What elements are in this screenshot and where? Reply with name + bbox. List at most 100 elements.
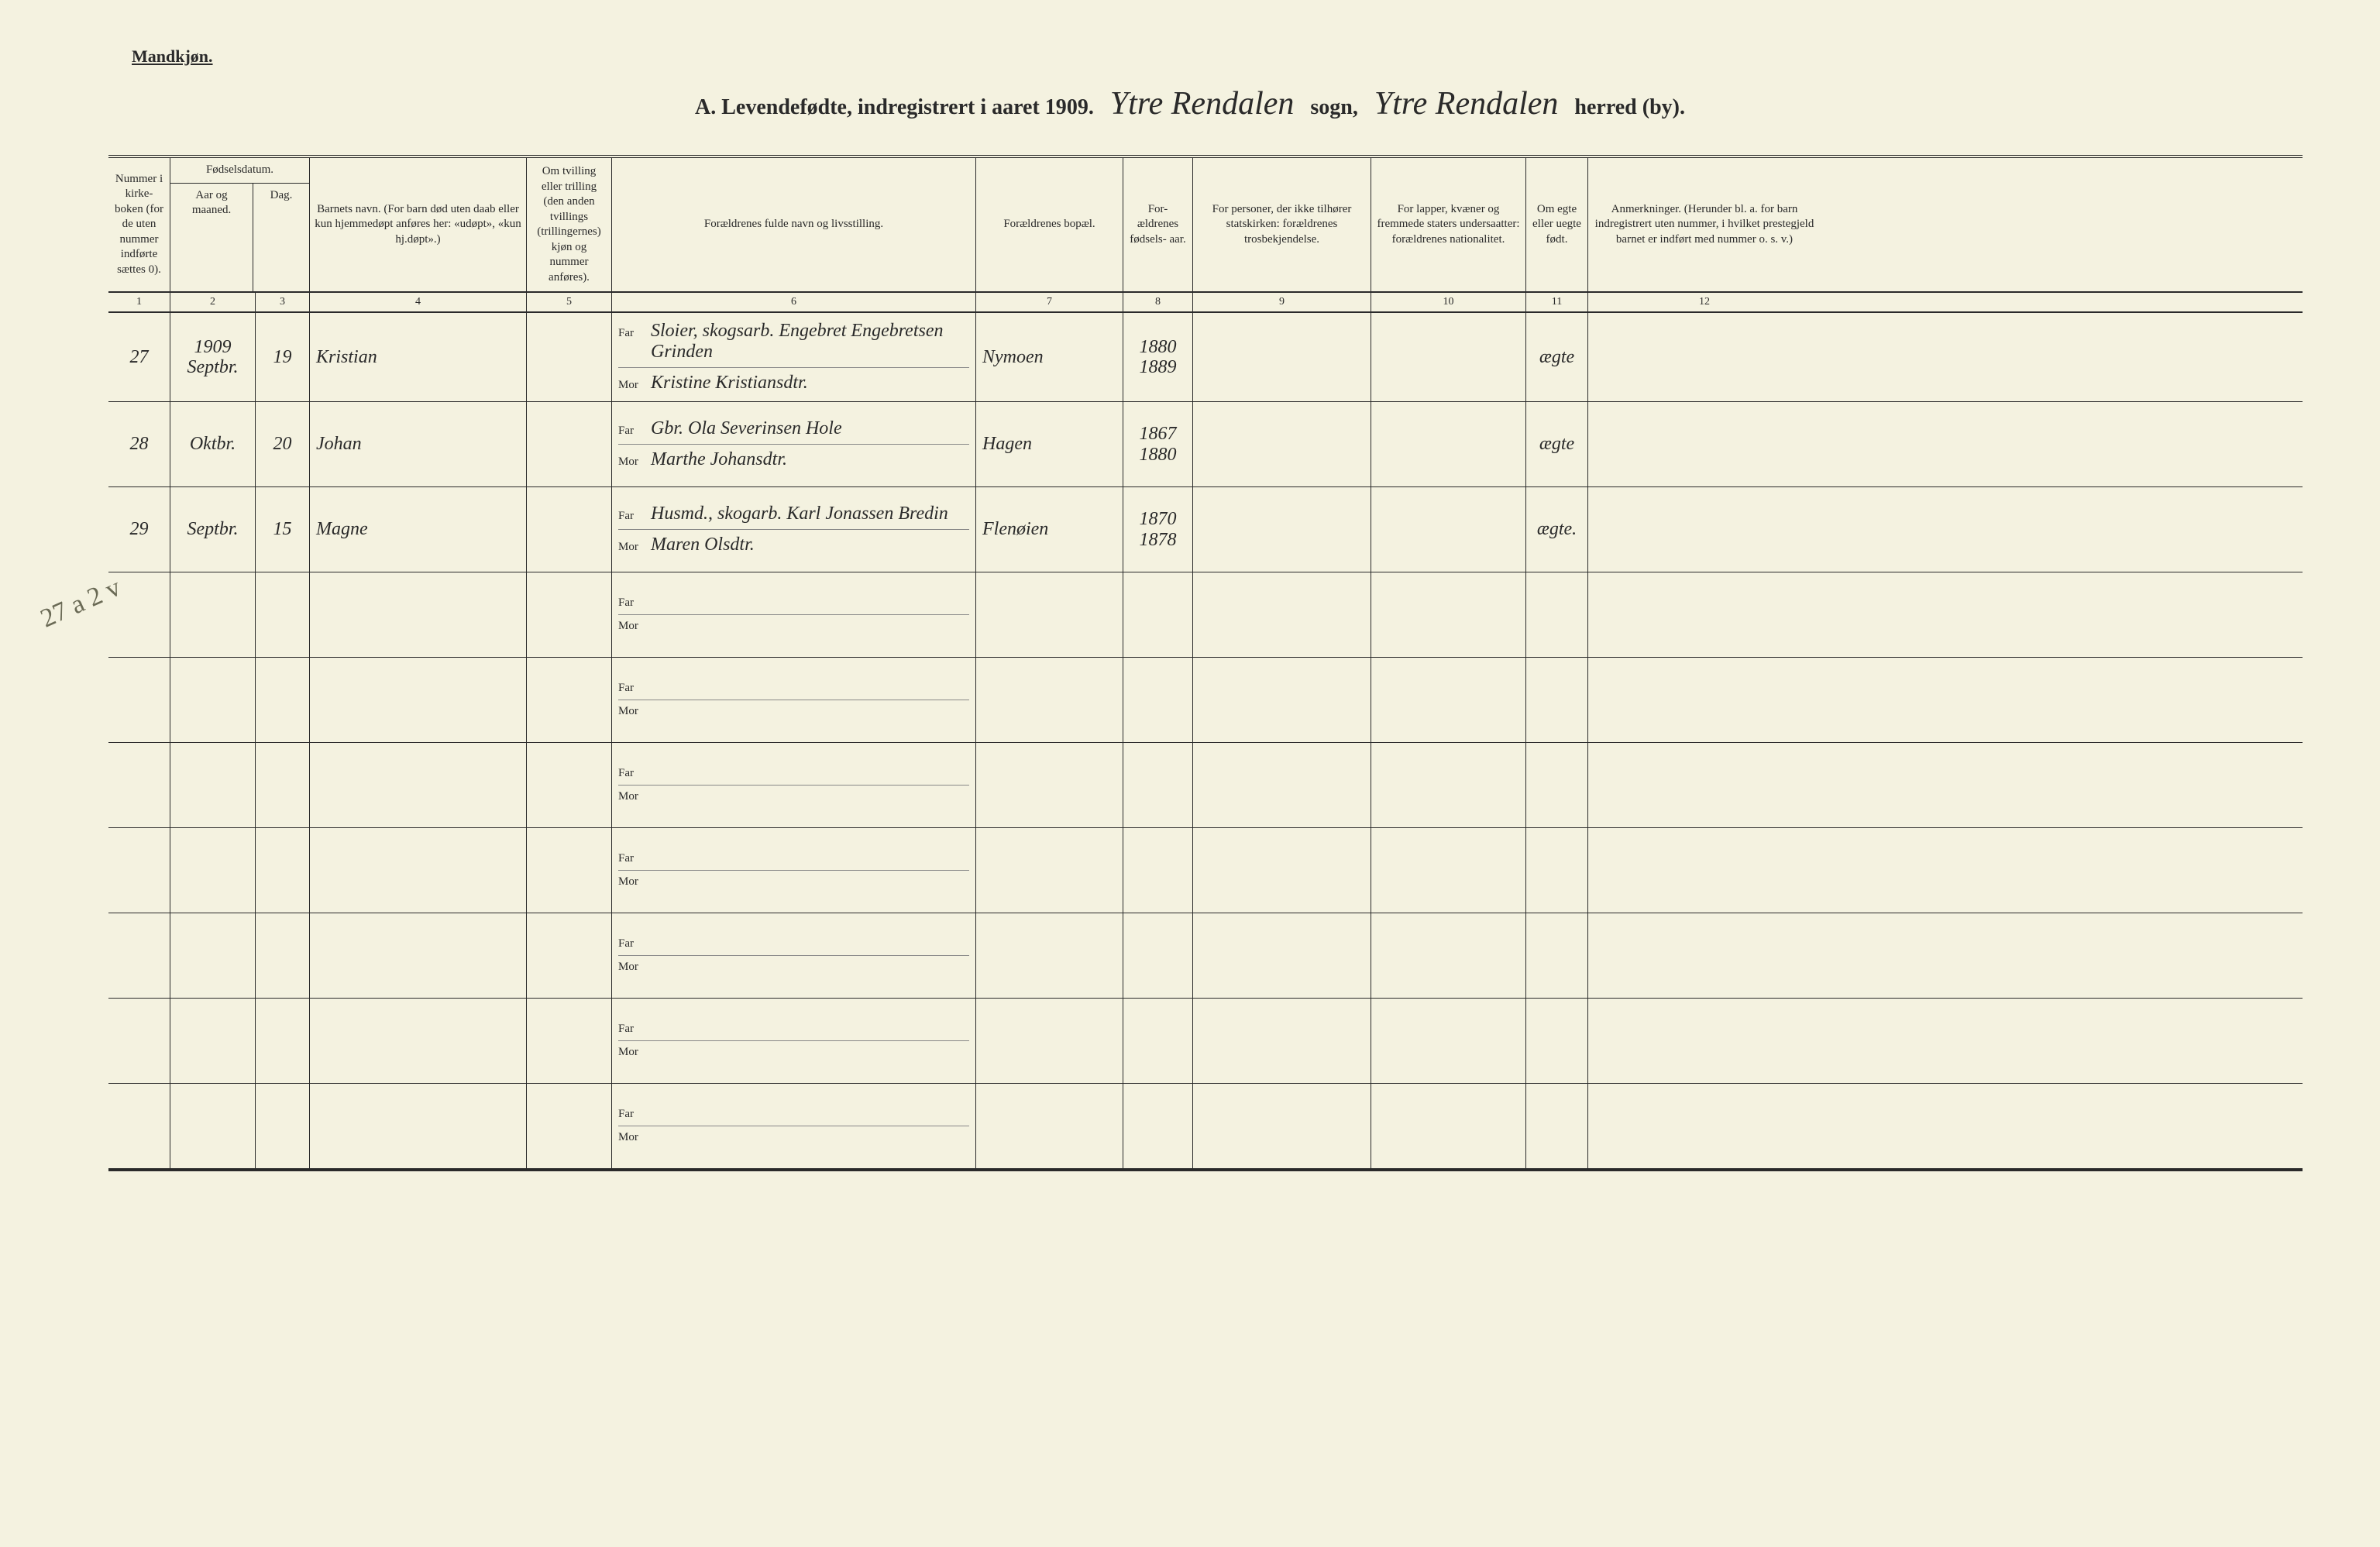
cell-egte	[1526, 828, 1588, 913]
table-row: 29Septbr.15MagneFarHusmd., skogarb. Karl…	[108, 487, 2303, 572]
cell-nationality	[1371, 743, 1526, 827]
cell-egte	[1526, 999, 1588, 1083]
cell-religion	[1193, 828, 1371, 913]
cell-anm	[1588, 999, 1821, 1083]
colnum: 9	[1193, 293, 1371, 311]
cell-year-month: Oktbr.	[170, 402, 256, 486]
cell-twin	[527, 313, 612, 401]
cell-parents: FarMor	[612, 572, 976, 657]
cell-name	[310, 913, 527, 998]
mor-label: Mor	[618, 1131, 645, 1144]
cell-anm	[1588, 743, 1821, 827]
cell-day: 20	[256, 402, 310, 486]
header-col-12: Anmerkninger. (Herunder bl. a. for barn …	[1588, 158, 1821, 291]
cell-religion	[1193, 572, 1371, 657]
cell-religion	[1193, 1084, 1371, 1168]
cell-year-month	[170, 572, 256, 657]
cell-egte	[1526, 743, 1588, 827]
cell-egte	[1526, 913, 1588, 998]
header-col-6: Forældrenes fulde navn og livsstilling.	[612, 158, 976, 291]
mor-label: Mor	[618, 961, 645, 974]
gender-heading: Mandkjøn.	[132, 46, 213, 67]
table-row: 271909Septbr.19KristianFarSloier, skogsa…	[108, 313, 2303, 402]
cell-day	[256, 743, 310, 827]
cell-religion	[1193, 313, 1371, 401]
cell-egte	[1526, 1084, 1588, 1168]
header-col-5: Om tvilling eller trilling (den anden tv…	[527, 158, 612, 291]
far-label: Far	[618, 682, 645, 695]
cell-name	[310, 572, 527, 657]
cell-twin	[527, 1084, 612, 1168]
herred-handwritten: Ytre Rendalen	[1364, 86, 1570, 122]
cell-twin	[527, 743, 612, 827]
cell-nationality	[1371, 999, 1526, 1083]
colnum: 1	[108, 293, 170, 311]
far-label: Far	[618, 596, 645, 610]
cell-name	[310, 658, 527, 742]
header-col-1: Nummer i kirke- boken (for de uten numme…	[108, 158, 170, 291]
table-row: FarMor	[108, 828, 2303, 913]
cell-num	[108, 828, 170, 913]
cell-bopael	[976, 1084, 1123, 1168]
cell-nationality	[1371, 913, 1526, 998]
cell-parents: Far Mor	[612, 999, 976, 1083]
cell-day	[256, 999, 310, 1083]
far-label: Far	[618, 852, 645, 865]
cell-bopael	[976, 999, 1123, 1083]
cell-parents: FarHusmd., skogarb. Karl Jonassen Bredin…	[612, 487, 976, 572]
cell-year-month	[170, 1084, 256, 1168]
cell-anm	[1588, 572, 1821, 657]
cell-year-month	[170, 999, 256, 1083]
colnum: 11	[1526, 293, 1588, 311]
cell-parent-years	[1123, 999, 1193, 1083]
far-label: Far	[618, 327, 645, 340]
sogn-handwritten: Ytre Rendalen	[1099, 86, 1305, 122]
far-label: Far	[618, 1023, 645, 1036]
cell-twin	[527, 572, 612, 657]
cell-nationality	[1371, 313, 1526, 401]
far-label: Far	[618, 425, 645, 438]
cell-parent-years: 18671880	[1123, 402, 1193, 486]
header-col-4: Barnets navn. (For barn død uten daab el…	[310, 158, 527, 291]
far-label: Far	[618, 767, 645, 780]
colnum: 10	[1371, 293, 1526, 311]
mor-label: Mor	[618, 379, 645, 392]
cell-twin	[527, 658, 612, 742]
cell-egte	[1526, 572, 1588, 657]
cell-year-month	[170, 913, 256, 998]
far-label: Far	[618, 1108, 645, 1121]
cell-twin	[527, 402, 612, 486]
mor-value: Maren Olsdtr.	[651, 535, 755, 555]
cell-bopael	[976, 658, 1123, 742]
cell-num	[108, 913, 170, 998]
cell-twin	[527, 487, 612, 572]
header-col-11: Om egte eller uegte født.	[1526, 158, 1588, 291]
cell-nationality	[1371, 828, 1526, 913]
title-year: 09.	[1067, 95, 1094, 119]
cell-parent-years	[1123, 658, 1193, 742]
colnum: 7	[976, 293, 1123, 311]
cell-religion	[1193, 999, 1371, 1083]
cell-num: 27	[108, 313, 170, 401]
cell-year-month: 1909Septbr.	[170, 313, 256, 401]
cell-parent-years	[1123, 1084, 1193, 1168]
cell-num	[108, 1084, 170, 1168]
cell-twin	[527, 999, 612, 1083]
cell-year-month	[170, 658, 256, 742]
cell-name: Magne	[310, 487, 527, 572]
cell-day: 15	[256, 487, 310, 572]
cell-anm	[1588, 1084, 1821, 1168]
cell-religion	[1193, 487, 1371, 572]
cell-parent-years	[1123, 828, 1193, 913]
cell-name	[310, 1084, 527, 1168]
cell-name: Kristian	[310, 313, 527, 401]
cell-anm	[1588, 313, 1821, 401]
cell-twin	[527, 913, 612, 998]
cell-bopael: Hagen	[976, 402, 1123, 486]
cell-parent-years: 18801889	[1123, 313, 1193, 401]
mor-label: Mor	[618, 1046, 645, 1059]
mor-label: Mor	[618, 456, 645, 469]
cell-religion	[1193, 658, 1371, 742]
cell-parents: FarMor	[612, 913, 976, 998]
cell-day	[256, 913, 310, 998]
